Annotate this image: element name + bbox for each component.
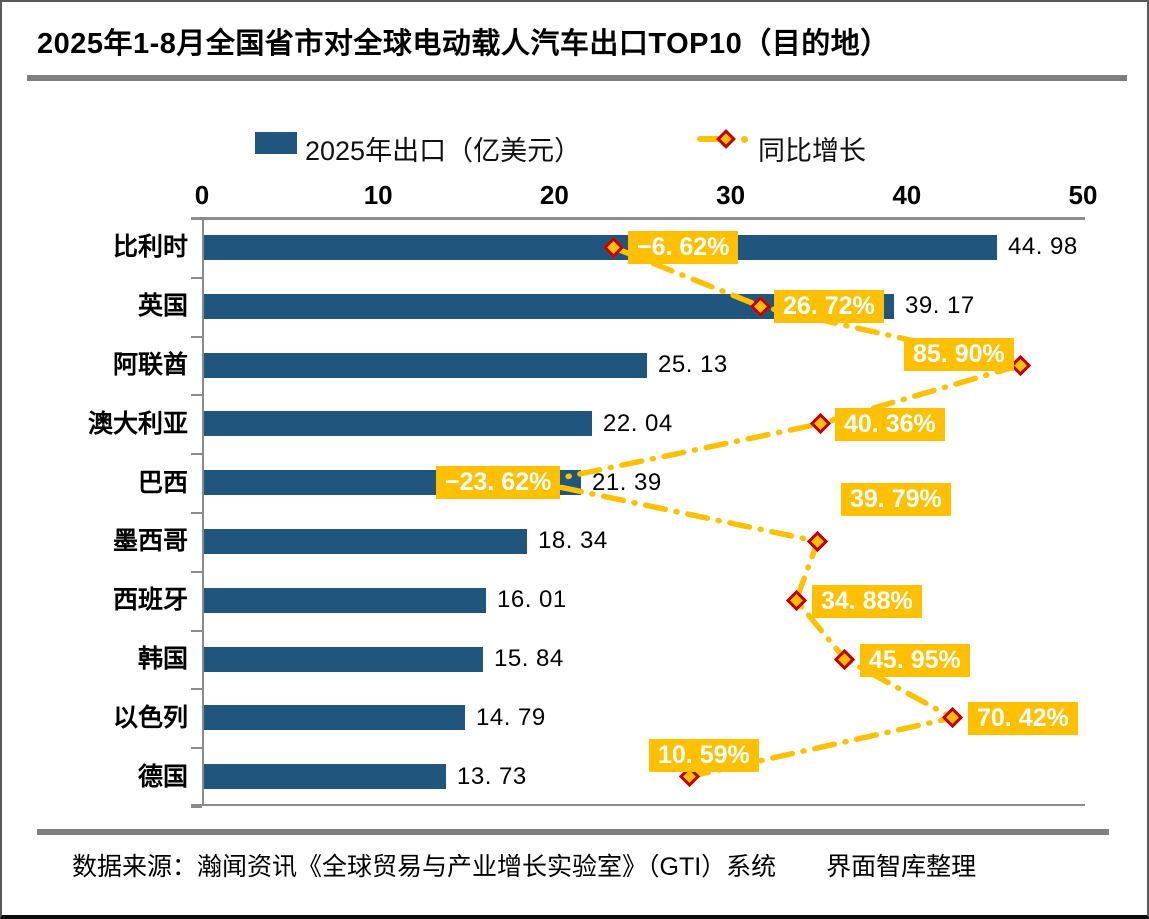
- category-tick: [191, 277, 202, 279]
- growth-marker-diamond-icon: [941, 706, 964, 729]
- page-title: 2025年1-8月全国省市对全球电动载人汽车出口TOP10（目的地）: [37, 28, 890, 60]
- title-separator: [27, 75, 1127, 81]
- growth-value-label: 26. 72%: [774, 290, 884, 323]
- bar: [204, 529, 527, 554]
- footer-separator: [37, 829, 1109, 835]
- x-axis-tick-label: 0: [194, 180, 210, 210]
- x-axis-bottom-line: [191, 804, 1085, 806]
- growth-value-label: 85. 90%: [904, 338, 1014, 371]
- category-tick: [191, 218, 202, 220]
- legend-line-label: 同比增长: [758, 136, 866, 166]
- line-series-dot-icon: [741, 136, 748, 143]
- x-axis-line: [191, 217, 1085, 220]
- growth-marker-diamond-icon: [785, 589, 808, 612]
- bar: [204, 588, 486, 613]
- y-axis-line: [202, 218, 204, 806]
- category-tick: [191, 336, 202, 338]
- bar: [204, 647, 483, 672]
- bar-value-label: 18. 34: [538, 527, 608, 554]
- growth-value-label: −6. 62%: [628, 231, 739, 264]
- bar: [204, 411, 592, 436]
- category-tick: [191, 806, 202, 808]
- x-axis-tick-label: 30: [716, 180, 746, 210]
- category-tick: [191, 512, 202, 514]
- bar: [204, 705, 465, 730]
- category-label: 韩国: [137, 645, 188, 673]
- category-tick: [191, 571, 202, 573]
- category-tick: [191, 747, 202, 749]
- category-tick: [191, 630, 202, 632]
- category-label: 墨西哥: [112, 527, 188, 555]
- bar-value-label: 16. 01: [497, 586, 567, 613]
- category-label: 以色列: [112, 704, 188, 732]
- category-tick: [191, 453, 202, 455]
- category-label: 巴西: [137, 469, 188, 497]
- growth-marker-diamond-icon: [806, 530, 829, 553]
- x-axis-tick-label: 40: [892, 180, 922, 210]
- legend-bar-label: 2025年出口（亿美元）: [305, 136, 582, 166]
- growth-value-label: 45. 95%: [860, 644, 970, 677]
- x-axis-tick-label: 10: [363, 180, 393, 210]
- growth-marker-diamond-icon: [833, 648, 856, 671]
- bar: [204, 353, 647, 378]
- growth-value-label: −23. 62%: [436, 466, 561, 499]
- bar-value-label: 44. 98: [1008, 233, 1078, 260]
- data-source: 数据来源：瀚闻资讯《全球贸易与产业增长实验室》（GTI）系统 界面智库整理: [72, 853, 977, 881]
- category-tick: [191, 688, 202, 690]
- bar-value-label: 25. 13: [658, 351, 728, 378]
- bar: [204, 764, 446, 789]
- bar-series-swatch-icon: [255, 132, 297, 154]
- bar-value-label: 13. 73: [457, 763, 527, 790]
- bar-value-label: 14. 79: [476, 704, 546, 731]
- growth-value-label: 39. 79%: [841, 483, 951, 516]
- growth-marker-diamond-icon: [809, 412, 832, 435]
- category-label: 德国: [137, 763, 188, 791]
- bar-value-label: 39. 17: [905, 292, 975, 319]
- bar-value-label: 22. 04: [603, 410, 673, 437]
- category-label: 阿联酋: [112, 351, 188, 379]
- growth-value-label: 34. 88%: [812, 585, 922, 618]
- x-axis-tick-label: 20: [539, 180, 569, 210]
- growth-value-label: 10. 59%: [649, 739, 759, 772]
- bar: [204, 235, 997, 260]
- category-label: 比利时: [112, 233, 188, 261]
- growth-value-label: 70. 42%: [968, 702, 1078, 735]
- bar-value-label: 21. 39: [592, 469, 662, 496]
- category-label: 英国: [137, 292, 188, 320]
- category-label: 西班牙: [112, 586, 188, 614]
- line-series-dash-icon: [697, 136, 721, 142]
- x-axis-tick-label: 50: [1068, 180, 1098, 210]
- category-tick: [191, 394, 202, 396]
- bar-value-label: 15. 84: [494, 645, 564, 672]
- growth-value-label: 40. 36%: [835, 408, 945, 441]
- category-label: 澳大利亚: [87, 410, 188, 438]
